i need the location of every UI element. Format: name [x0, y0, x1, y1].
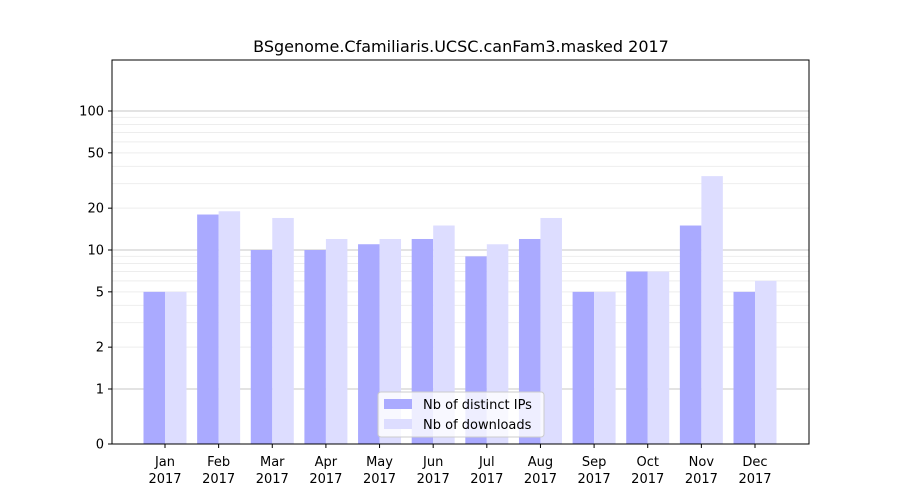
bar-distinct-ips-nov [679, 225, 702, 444]
y-tick-label: 100 [79, 105, 104, 120]
bar-downloads-feb [218, 211, 241, 444]
x-tick-label-year: 2017 [470, 472, 503, 487]
x-tick-label-month: Apr [315, 455, 338, 470]
legend-label: Nb of distinct IPs [423, 398, 532, 413]
bar-distinct-ips-mar [250, 250, 273, 444]
bar-downloads-sep [594, 291, 616, 444]
x-tick-label-year: 2017 [578, 472, 611, 487]
x-tick-label-month: Aug [528, 455, 553, 470]
bar-distinct-ips-dec [733, 291, 755, 444]
x-tick-label-year: 2017 [256, 472, 289, 487]
bar-distinct-ips-oct [626, 271, 648, 444]
bar-distinct-ips-apr [304, 250, 326, 444]
plot-frame [111, 59, 810, 445]
x-tick-label-year: 2017 [738, 472, 771, 487]
y-tick-label: 2 [96, 341, 104, 356]
chart-title: BSgenome.Cfamiliaris.UCSC.canFam3.masked… [253, 37, 669, 56]
x-tick-label-month: Jan [154, 455, 175, 470]
legend-box [377, 391, 545, 438]
legend-label: Nb of downloads [423, 418, 532, 433]
x-tick-label-month: Oct [636, 455, 658, 470]
bar-downloads-jun [433, 225, 455, 444]
x-tick-label-month: Mar [260, 455, 285, 470]
x-tick-label-month: Sep [582, 455, 607, 470]
x-tick-label-year: 2017 [417, 472, 450, 487]
x-tick-label-year: 2017 [202, 472, 235, 487]
legend-swatch [384, 399, 412, 409]
bars [143, 176, 777, 444]
y-tick-label: 10 [87, 244, 104, 259]
y-tick-label: 50 [87, 146, 104, 161]
x-tick-label-year: 2017 [524, 472, 557, 487]
y-tick-label: 20 [87, 202, 104, 217]
legend-swatch [384, 419, 412, 429]
y-tick-label: 1 [96, 383, 104, 398]
x-tick-label-month: May [366, 455, 393, 470]
legend: Nb of distinct IPs Nb of downloads [377, 391, 545, 438]
x-tick-label-month: Feb [207, 455, 230, 470]
bar-downloads-oct [647, 271, 670, 444]
bar-downloads-nov [701, 176, 723, 444]
x-tick-label-year: 2017 [363, 472, 396, 487]
x-tick-label-year: 2017 [148, 472, 181, 487]
bar-downloads-dec [755, 280, 777, 444]
x-tick-label-month: Nov [689, 455, 715, 470]
y-tick-label: 5 [96, 285, 104, 300]
x-tick-label-year: 2017 [685, 472, 718, 487]
bar-downloads-jan [165, 291, 187, 444]
y-tick-label: 0 [96, 438, 104, 453]
bar-distinct-ips-sep [572, 291, 595, 444]
bar-distinct-ips-jan [143, 291, 165, 444]
bar-downloads-mar [272, 217, 294, 444]
bar-distinct-ips-feb [197, 214, 219, 444]
axes: Jan2017Feb2017Mar2017Apr2017May2017Jun20… [79, 59, 810, 487]
x-tick-label-month: Dec [742, 455, 767, 470]
bar-distinct-ips-may [358, 244, 380, 444]
x-tick-label-month: Jul [478, 455, 495, 470]
x-tick-label-month: Jun [422, 455, 443, 470]
x-tick-label-year: 2017 [309, 472, 342, 487]
bar-downloads-aug [540, 217, 562, 444]
x-tick-label-year: 2017 [631, 472, 664, 487]
bar-downloads-apr [325, 238, 348, 444]
